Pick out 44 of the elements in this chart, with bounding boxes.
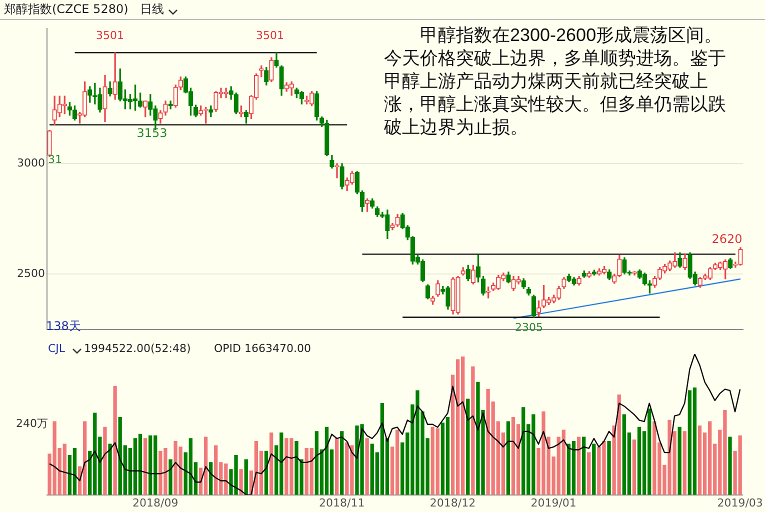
- bar: [607, 440, 611, 495]
- bar: [239, 469, 243, 495]
- bar: [582, 436, 586, 495]
- bar: [340, 431, 344, 495]
- bar: [103, 426, 107, 495]
- bar: [244, 459, 248, 495]
- bar: [592, 444, 596, 495]
- chart-subtitle: 日线: [140, 2, 164, 17]
- y-tick-label: 2500: [17, 266, 45, 280]
- x-tick-label: 2019/03: [717, 496, 763, 510]
- x-tick-label: 2018/11: [319, 496, 365, 510]
- bar: [365, 438, 369, 495]
- annotation: 3501: [96, 29, 124, 43]
- bar: [678, 426, 682, 495]
- bar: [506, 421, 510, 495]
- bar: [208, 462, 213, 495]
- bar: [143, 438, 148, 495]
- chart-title: 郑醇指数(CZCE 5280): [4, 2, 128, 17]
- x-tick-label: 2019/01: [530, 496, 576, 510]
- annotation: 2620: [712, 232, 742, 247]
- annotation: 138天: [46, 319, 81, 334]
- bar: [471, 366, 475, 495]
- bar: [269, 432, 274, 495]
- annotation: 1994522.00(52:48): [84, 342, 191, 356]
- bar: [168, 459, 172, 495]
- annotation: 甲醇指数在2300-2600形成震荡区间。今天价格突破上边界，多单顺势进场。鉴于甲醇上游产品动力煤两天前就已经突破上涨，甲醇上涨真实性较大。但多单仍需以跌破上边界为止损。: [384, 24, 727, 140]
- annotation: 3501: [256, 29, 284, 43]
- bar: [113, 386, 117, 495]
- annotation: 3153: [136, 126, 168, 141]
- bar: [108, 444, 112, 495]
- x-tick-label: 2018/09: [132, 496, 178, 510]
- bar: [728, 436, 732, 495]
- bar: [587, 452, 591, 495]
- chart-title: CJL: [48, 342, 66, 356]
- bar: [335, 438, 339, 495]
- annotation: OPID 1663470.00: [214, 342, 311, 356]
- annotation: 240万: [16, 417, 48, 431]
- bar: [682, 431, 686, 495]
- x-tick-label: 2018/12: [430, 496, 476, 510]
- bar: [576, 436, 581, 495]
- annotation: 31: [48, 153, 62, 167]
- bar: [632, 440, 636, 495]
- y-tick-label: 3000: [17, 156, 45, 170]
- bar: [466, 398, 470, 495]
